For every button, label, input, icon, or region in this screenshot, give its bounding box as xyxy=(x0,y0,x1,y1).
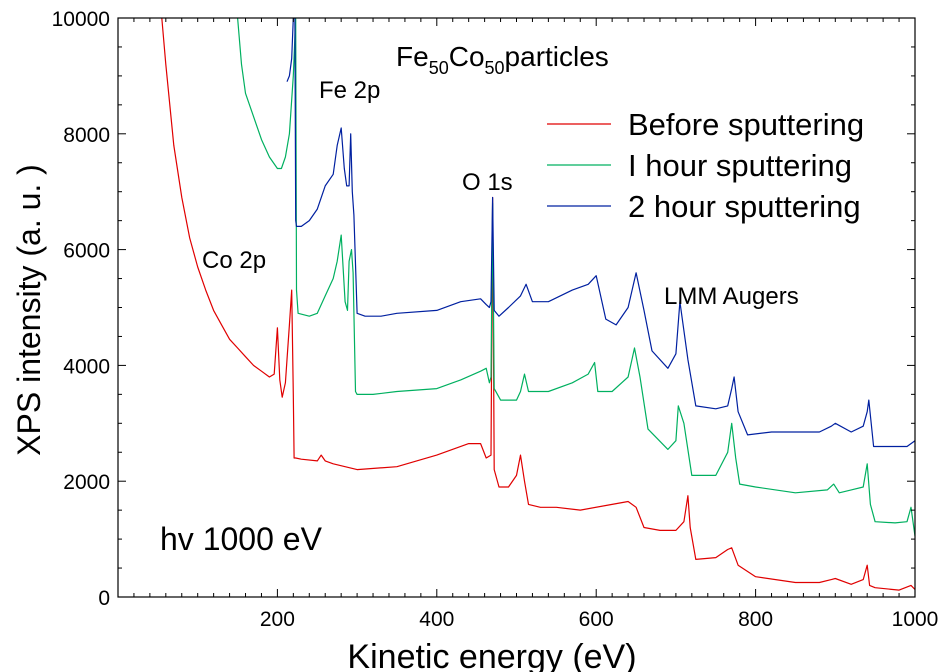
annotation-o-1s: O 1s xyxy=(462,169,513,196)
legend: Before sputtering I hour sputtering 2 hour… xyxy=(547,107,864,224)
y-tick-label: 2000 xyxy=(63,471,110,494)
x-tick-label: 1000 xyxy=(892,608,939,631)
annotation-fe-2p: Fe 2p xyxy=(319,77,380,104)
y-tick-label: 10000 xyxy=(52,8,110,31)
x-axis-label: Kinetic energy (eV) xyxy=(347,638,636,672)
x-tick-label: 200 xyxy=(260,608,295,631)
series-line-1 xyxy=(161,18,915,591)
y-axis-label: XPS intensity (a. u. ) xyxy=(11,164,47,456)
annotation-lmm-augers: LMM Augers xyxy=(664,283,799,310)
legend-label: Before sputtering xyxy=(628,107,864,142)
annotation-co-2p: Co 2p xyxy=(202,247,266,274)
legend-label: 2 hour sputtering xyxy=(628,189,861,224)
series-layer xyxy=(161,18,915,591)
annotation-photon-energy: hv 1000 eV xyxy=(160,521,323,557)
x-tick-label: 400 xyxy=(419,608,454,631)
y-tick-label: 4000 xyxy=(63,355,110,378)
y-tick-label: 0 xyxy=(98,587,110,610)
x-tick-label: 600 xyxy=(579,608,614,631)
y-tick-label: 8000 xyxy=(63,124,110,147)
series-line-2 xyxy=(237,18,915,537)
y-tick-label: 6000 xyxy=(63,240,110,263)
chart-title: Fe50Co50particles xyxy=(396,41,609,78)
series-line-3 xyxy=(286,18,915,448)
legend-label: I hour sputtering xyxy=(628,148,852,183)
x-tick-label: 800 xyxy=(738,608,773,631)
